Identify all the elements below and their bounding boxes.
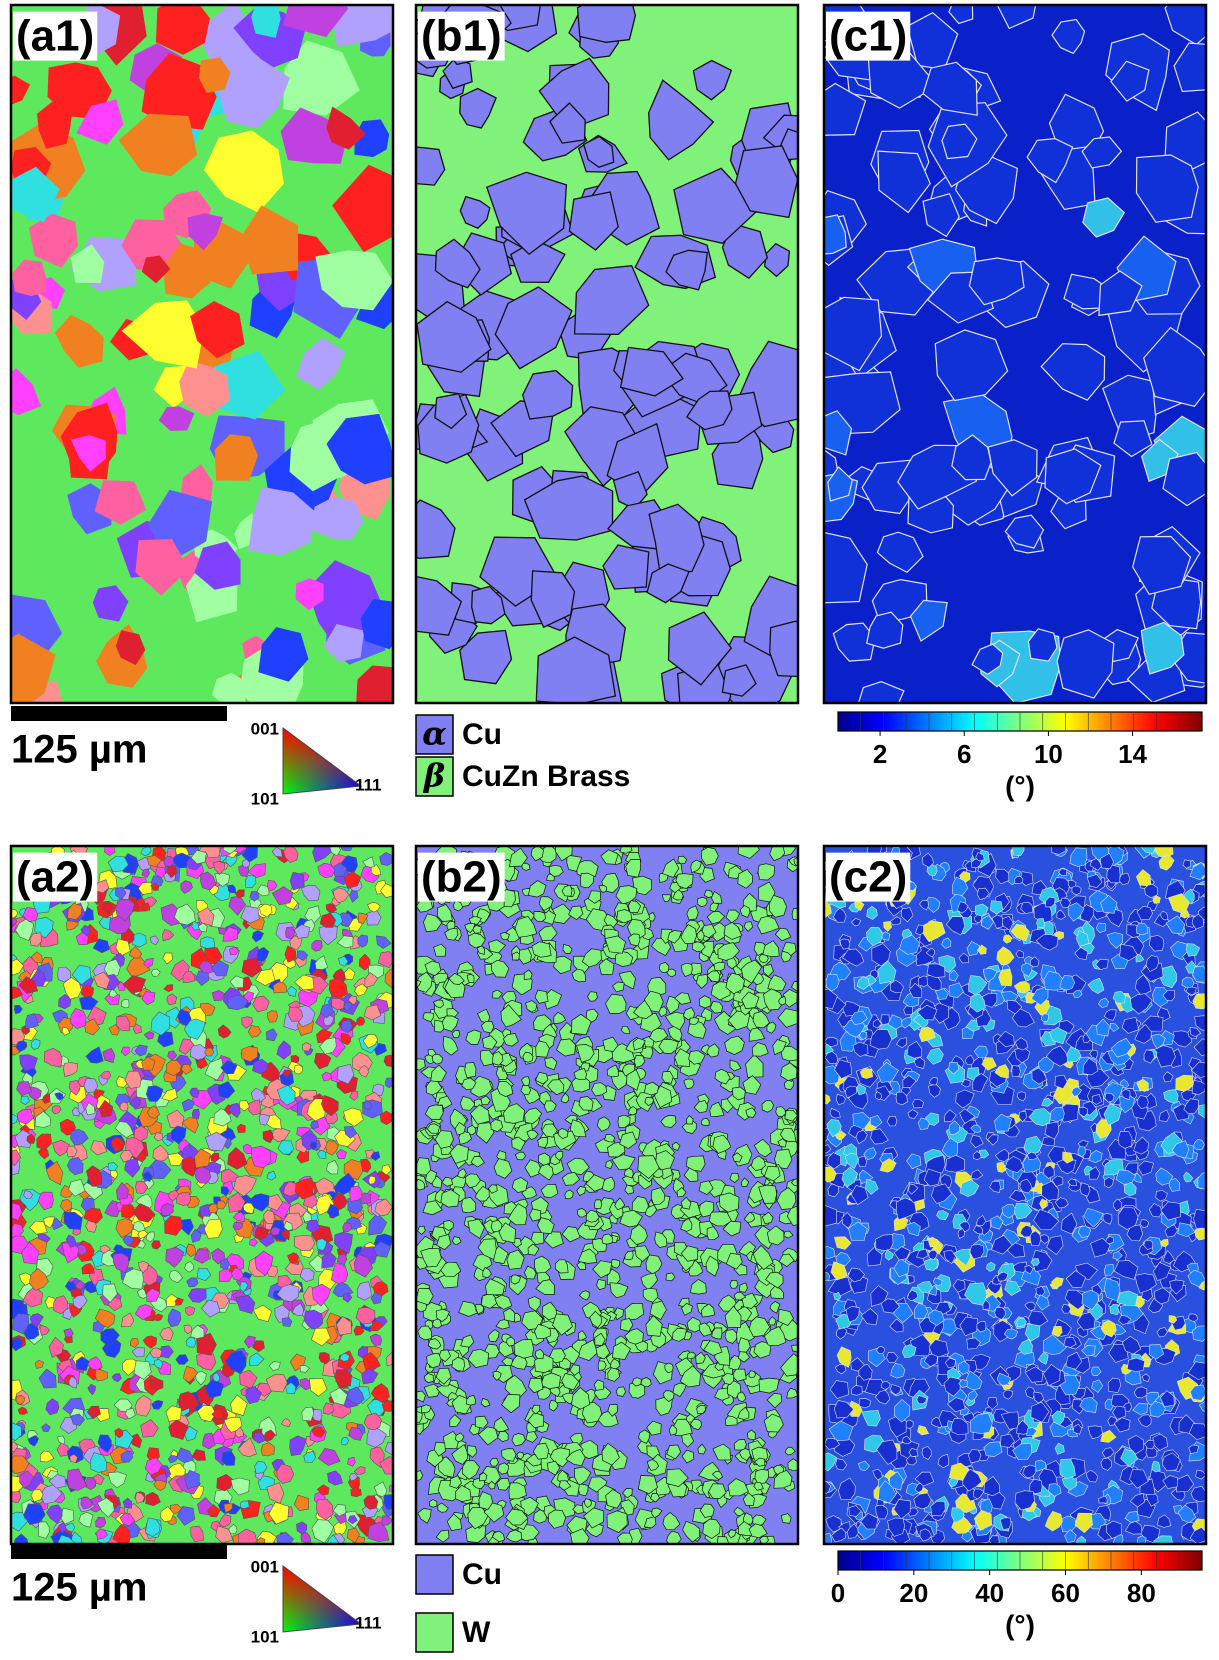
ipf-triangle-overlay	[283, 1566, 361, 1632]
grain	[701, 1118, 709, 1125]
grain	[1194, 1209, 1212, 1228]
grain	[820, 1246, 835, 1258]
colorbar-tick-label: 0	[831, 1578, 845, 1608]
grain	[859, 1399, 871, 1408]
figure: (a1)(b1)(c1)125 µm001101111αCuβCuZn Bras…	[0, 0, 1219, 1660]
colorbar-tick-label: 2	[873, 739, 887, 769]
grain	[1137, 1095, 1148, 1108]
phase-name: Cu	[462, 718, 502, 751]
grain	[1012, 1065, 1021, 1077]
grain	[403, 147, 445, 185]
scale-bar	[11, 1544, 227, 1559]
phase-map	[391, 0, 824, 737]
grain	[730, 1280, 738, 1288]
panel-label: (a1)	[16, 12, 94, 61]
ipf-label: 101	[251, 1627, 279, 1646]
grain	[351, 1487, 362, 1496]
colorbar-tick-label: 40	[975, 1578, 1004, 1608]
grain	[192, 1109, 199, 1119]
ipf-label: 001	[251, 1557, 279, 1576]
orientation-map	[0, 0, 415, 725]
grain	[714, 962, 725, 971]
panel-label: (c1)	[829, 12, 907, 61]
grain	[875, 1505, 887, 1519]
grain	[578, 0, 636, 42]
grain	[267, 1011, 277, 1023]
phase-symbol: α	[422, 715, 447, 753]
grain	[858, 1156, 867, 1167]
ipf-triangle-overlay	[283, 728, 361, 794]
orientation-map	[1, 838, 404, 1556]
grain	[186, 1338, 196, 1348]
colorbar-unit: (°)	[1005, 1609, 1035, 1640]
grain	[1015, 876, 1023, 883]
phase-swatch	[416, 1613, 453, 1652]
phase-name: W	[462, 1616, 491, 1649]
colorbar-tick-label: 6	[957, 739, 971, 769]
grain	[792, 1345, 802, 1352]
grain	[385, 969, 405, 987]
colorbar-tick-label: 60	[1051, 1578, 1080, 1608]
panel-label: (b2)	[421, 853, 502, 902]
grain	[1193, 994, 1211, 1009]
ipf-label: 101	[251, 789, 279, 808]
colorbar-unit: (°)	[1005, 770, 1035, 801]
grain	[465, 1062, 476, 1077]
phase-swatch	[416, 1555, 453, 1594]
panel-label: (c2)	[829, 853, 907, 902]
scale-bar	[11, 706, 227, 721]
grain	[290, 872, 304, 890]
grain	[594, 1200, 601, 1209]
kam-map	[792, 0, 1219, 727]
grain	[384, 1495, 400, 1510]
grain	[429, 1500, 437, 1508]
grain	[200, 937, 215, 949]
ipf-label: 111	[355, 1613, 382, 1632]
grain	[1013, 843, 1024, 856]
grain	[927, 964, 945, 978]
grain	[4, 1423, 22, 1441]
panel-label: (a2)	[16, 853, 94, 902]
scale-bar-label: 125 µm	[11, 1566, 147, 1610]
grain	[968, 1450, 981, 1463]
colorbar-tick-label: 10	[1034, 739, 1063, 769]
grain	[617, 1533, 632, 1549]
kam-map	[814, 836, 1215, 1555]
scale-bar-label: 125 µm	[11, 728, 147, 772]
grain	[770, 621, 819, 677]
phase-map	[407, 838, 807, 1551]
grain	[240, 1501, 249, 1509]
ipf-label: 111	[355, 775, 382, 794]
colorbar-tick-label: 14	[1118, 739, 1147, 769]
ipf-label: 001	[251, 719, 279, 738]
grain	[1127, 1358, 1144, 1372]
colorbar-tick-label: 20	[899, 1578, 928, 1608]
grain	[697, 897, 707, 906]
colorbar-tick-label: 80	[1127, 1578, 1156, 1608]
phase-symbol: β	[423, 757, 445, 795]
phase-name: Cu	[462, 1558, 502, 1591]
phase-name: CuZn Brass	[462, 760, 630, 793]
panel-label: (b1)	[421, 12, 502, 61]
grain	[150, 1379, 163, 1390]
